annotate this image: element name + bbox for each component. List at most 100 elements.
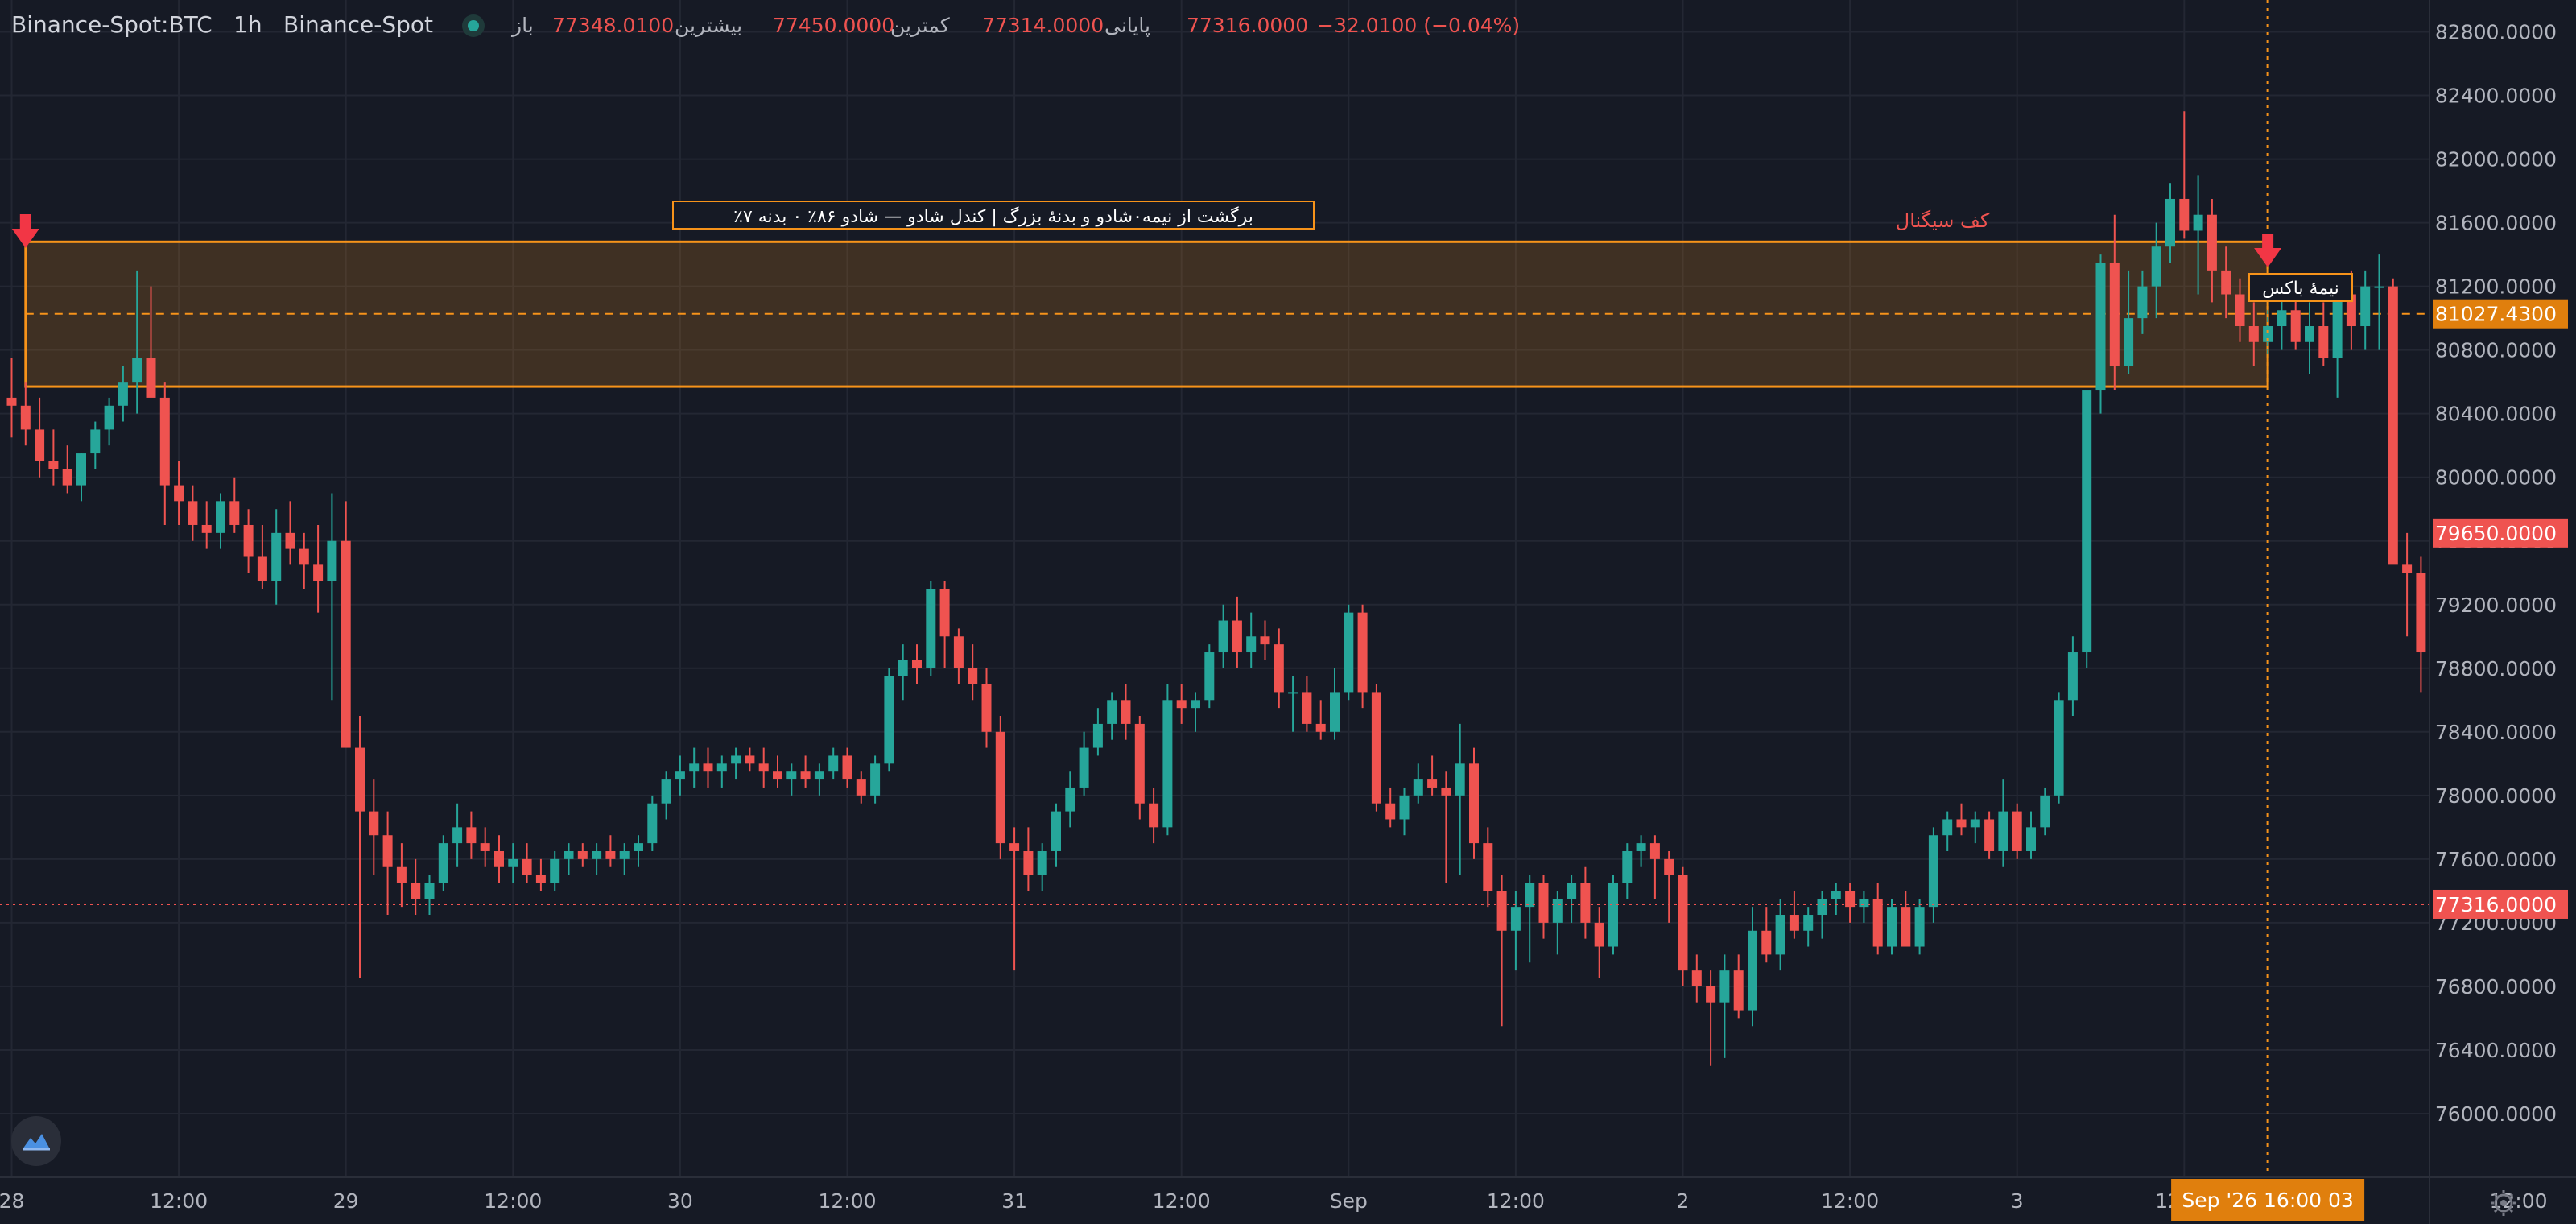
candle-body bbox=[1942, 819, 1953, 836]
candle-body bbox=[1914, 907, 1925, 947]
candle bbox=[926, 581, 936, 676]
candle bbox=[424, 875, 435, 916]
candle-body bbox=[1413, 779, 1423, 796]
candle bbox=[411, 858, 421, 916]
candle bbox=[1580, 866, 1591, 939]
symbol-label[interactable]: Binance-Spot:BTC bbox=[11, 11, 213, 38]
candle bbox=[2305, 302, 2314, 374]
candle bbox=[1789, 891, 1799, 939]
candle-body bbox=[689, 763, 700, 772]
candle-body bbox=[898, 660, 908, 676]
candle-body bbox=[2207, 214, 2217, 271]
candle bbox=[2151, 222, 2161, 319]
signal-arrow-down-icon bbox=[11, 214, 39, 248]
overlay-layer: ٪برگشت از نیمه٠شادو و بدنهٔ بزرگ | کندل … bbox=[0, 0, 2429, 1177]
candle-body bbox=[1636, 843, 1646, 851]
candle bbox=[1775, 899, 1785, 971]
candle bbox=[634, 835, 643, 867]
price-tick-label: 79200.0000 bbox=[2435, 593, 2557, 617]
candle bbox=[1344, 604, 1354, 701]
candle bbox=[1065, 771, 1075, 828]
arrow-head bbox=[11, 229, 39, 248]
candle-body bbox=[1928, 835, 1938, 908]
candle-body bbox=[634, 843, 643, 851]
candle-body bbox=[1901, 907, 1911, 947]
candle bbox=[2388, 278, 2398, 565]
candle bbox=[327, 493, 337, 701]
candle bbox=[1079, 731, 1089, 796]
candle bbox=[76, 453, 86, 502]
time-tick-label: 12:00 bbox=[1153, 1189, 1211, 1213]
candle bbox=[1176, 684, 1187, 724]
candle bbox=[995, 716, 1005, 859]
candle-body bbox=[1441, 787, 1451, 796]
candle-body bbox=[1872, 899, 1883, 947]
price-tick-label: 77600.0000 bbox=[2435, 848, 2557, 871]
candle bbox=[2165, 183, 2175, 263]
candle-body bbox=[2388, 286, 2398, 565]
candle bbox=[939, 581, 950, 668]
exchange-label[interactable]: Binance-Spot bbox=[283, 11, 433, 38]
candle-body bbox=[550, 858, 560, 883]
candle-body bbox=[592, 850, 602, 859]
candle-body bbox=[452, 827, 463, 844]
candle-body bbox=[1288, 692, 1298, 694]
ohlc-change-value: −32.0100 (−0.04%) bbox=[1317, 14, 1520, 37]
candle-body bbox=[1469, 763, 1479, 844]
candle-body bbox=[1706, 986, 1716, 1003]
candle bbox=[2248, 302, 2259, 366]
candle bbox=[1664, 850, 1674, 923]
interval-label[interactable]: 1h bbox=[233, 11, 262, 38]
candle bbox=[870, 755, 881, 804]
candle-body bbox=[438, 843, 448, 883]
price-tick-label: 81600.0000 bbox=[2435, 212, 2557, 235]
candle bbox=[1260, 620, 1270, 660]
candle-body bbox=[745, 755, 755, 764]
candle-body bbox=[6, 397, 17, 406]
candle bbox=[1009, 827, 1020, 971]
candle bbox=[2221, 246, 2231, 319]
candle-body bbox=[773, 771, 782, 780]
candle bbox=[2318, 302, 2329, 366]
candle bbox=[466, 811, 477, 859]
candle-body bbox=[2221, 270, 2231, 295]
time-tick-label: 30 bbox=[667, 1189, 693, 1213]
candle bbox=[1204, 644, 1215, 709]
candle bbox=[968, 644, 978, 701]
candle-body bbox=[1107, 700, 1117, 724]
price-tick-label: 80800.0000 bbox=[2435, 339, 2557, 362]
candle-body bbox=[1567, 883, 1577, 899]
candle-body bbox=[146, 358, 156, 398]
candle-body bbox=[1761, 930, 1772, 955]
candle-body bbox=[411, 883, 421, 899]
candle-body bbox=[2263, 326, 2273, 342]
arrow-shaft bbox=[19, 214, 31, 229]
price-axis-background bbox=[2429, 0, 2576, 1224]
candle-body bbox=[396, 866, 407, 883]
candle bbox=[1803, 907, 1814, 947]
tradingview-logo-icon[interactable] bbox=[11, 1116, 61, 1166]
candle-body bbox=[1956, 819, 1967, 828]
ohlc-high-value: 77450.0000 bbox=[773, 14, 894, 37]
time-tick-label: 28 bbox=[0, 1189, 24, 1213]
candle-body bbox=[1594, 922, 1604, 947]
candle-body bbox=[1149, 803, 1159, 828]
candle-body bbox=[1608, 883, 1618, 947]
candle-body bbox=[1079, 747, 1089, 788]
candle-body bbox=[1232, 620, 1242, 653]
price-tick-label: 76000.0000 bbox=[2435, 1102, 2557, 1126]
candle-body bbox=[1065, 787, 1075, 812]
candle bbox=[1232, 596, 1242, 668]
candle bbox=[396, 843, 407, 908]
candle-body bbox=[1789, 915, 1799, 931]
current-price-tag: 79650.0000 bbox=[2435, 522, 2557, 545]
candle bbox=[745, 747, 755, 772]
settings-gear-icon[interactable] bbox=[2491, 1190, 2516, 1216]
candle bbox=[1371, 684, 1381, 812]
time-tick-label: 12:00 bbox=[1487, 1189, 1545, 1213]
candle-body bbox=[285, 532, 295, 549]
candle-body bbox=[382, 835, 393, 867]
candle-body bbox=[1315, 723, 1326, 732]
ohlc-close-label: پایانی bbox=[1104, 14, 1150, 37]
